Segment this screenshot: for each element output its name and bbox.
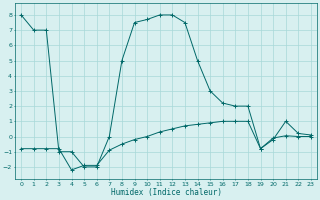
X-axis label: Humidex (Indice chaleur): Humidex (Indice chaleur) xyxy=(110,188,221,197)
